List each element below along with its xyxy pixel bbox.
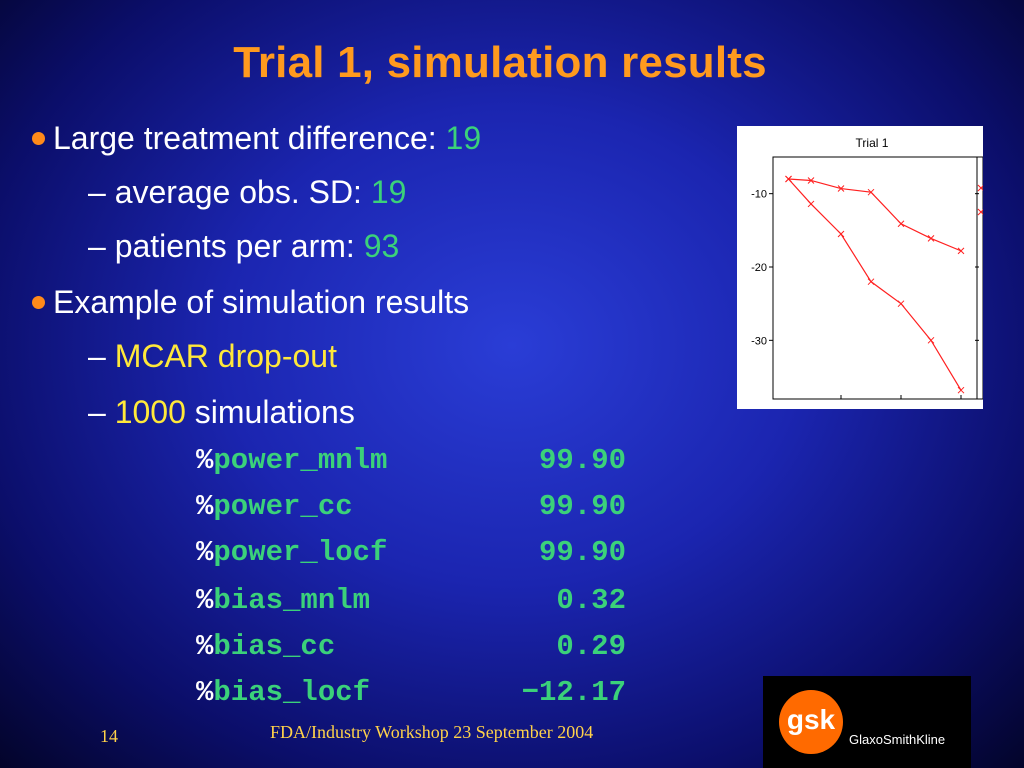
result-row: %bias_cc 0.29 — [196, 630, 626, 670]
result-value: 99.90 — [538, 490, 626, 523]
sub-bullet-text: MCAR drop-out — [114, 338, 337, 374]
slide-title: Trial 1, simulation results — [233, 38, 767, 87]
result-value: 0.32 — [556, 584, 626, 617]
sub-bullet-value: 93 — [363, 228, 400, 264]
bullet-dot-icon — [32, 131, 45, 145]
bullet-example: Example of simulation results — [32, 282, 469, 322]
gsk-logo-mark-text: gsk — [786, 704, 836, 735]
y-tick-label: -10 — [751, 189, 767, 201]
percent-sign: % — [196, 490, 214, 523]
data-point-marker — [867, 188, 875, 196]
sub-bullet-simulations: – 1000 simulations — [88, 392, 355, 432]
data-point-marker — [957, 386, 965, 394]
sub-bullet-mcar: – MCAR drop-out — [88, 336, 337, 376]
result-key: bias_locf — [213, 676, 371, 709]
sub-bullet-dash: – — [88, 338, 115, 374]
sub-bullet-dash: – — [88, 394, 115, 430]
result-row: %bias_locf −12.17 — [196, 676, 626, 716]
percent-sign: % — [196, 584, 214, 617]
data-point-marker — [897, 220, 905, 228]
trial-chart: Trial 1 -10 -20 -30 — [737, 126, 983, 409]
percent-sign: % — [196, 444, 214, 477]
bullet-treatment-difference: Large treatment difference: 19 — [32, 118, 481, 158]
series-line — [788, 178, 962, 252]
data-point-marker — [927, 235, 935, 242]
y-tick-label: -20 — [751, 262, 767, 274]
trial-chart-svg: Trial 1 -10 -20 -30 — [751, 136, 983, 400]
data-point-marker — [837, 230, 845, 238]
y-tick-label: -30 — [751, 335, 767, 347]
chart-title: Trial 1 — [856, 136, 889, 150]
sub-bullet-text: simulations — [185, 394, 355, 430]
sub-bullet-label: – patients per arm: — [88, 228, 364, 264]
result-key: power_locf — [213, 536, 388, 569]
page-number: 14 — [100, 726, 118, 746]
gsk-logo-mark-icon — [779, 690, 843, 754]
gsk-logo: gsk GlaxoSmithKline — [763, 676, 971, 768]
bullet-value: 19 — [445, 120, 482, 156]
data-point-marker — [807, 177, 815, 184]
bullet-label: Example of simulation results — [53, 284, 470, 320]
data-point-marker — [957, 247, 965, 255]
sub-bullet-value: 1000 — [114, 394, 186, 430]
result-row: %bias_mnlm 0.32 — [196, 584, 626, 624]
data-point-marker — [807, 200, 815, 208]
data-point-marker — [927, 336, 935, 344]
sub-bullet-label: – average obs. SD: — [88, 174, 371, 210]
bullet-label: Large treatment difference: — [53, 120, 446, 156]
percent-sign: % — [196, 630, 214, 663]
series-line — [788, 178, 962, 391]
chart-frame — [772, 156, 983, 400]
clipped-marker — [977, 208, 983, 216]
result-value: −12.17 — [521, 676, 626, 709]
sub-bullet-patients: – patients per arm: 93 — [88, 226, 399, 266]
footer-text: FDA/Industry Workshop 23 September 2004 — [270, 722, 594, 742]
result-row: %power_cc 99.90 — [196, 490, 626, 530]
percent-sign: % — [196, 676, 214, 709]
result-key: power_mnlm — [213, 444, 388, 477]
result-key: bias_mnlm — [213, 584, 371, 617]
gsk-logo-name: GlaxoSmithKline — [849, 732, 946, 747]
clipped-marker — [977, 184, 983, 192]
data-point-marker — [897, 300, 905, 308]
data-point-marker — [837, 185, 845, 192]
result-key: bias_cc — [213, 630, 336, 663]
data-point-marker — [867, 278, 875, 286]
result-value: 0.29 — [556, 630, 626, 663]
data-point-marker — [785, 175, 792, 183]
result-value: 99.90 — [538, 444, 626, 477]
result-value: 99.90 — [538, 536, 626, 569]
percent-sign: % — [196, 536, 214, 569]
sub-bullet-sd: – average obs. SD: 19 — [88, 172, 406, 212]
result-row: %power_locf 99.90 — [196, 536, 626, 576]
bullet-dot-icon — [32, 295, 45, 309]
result-row: %power_mnlm 99.90 — [196, 444, 626, 484]
sub-bullet-value: 19 — [370, 174, 407, 210]
result-key: power_cc — [213, 490, 353, 523]
